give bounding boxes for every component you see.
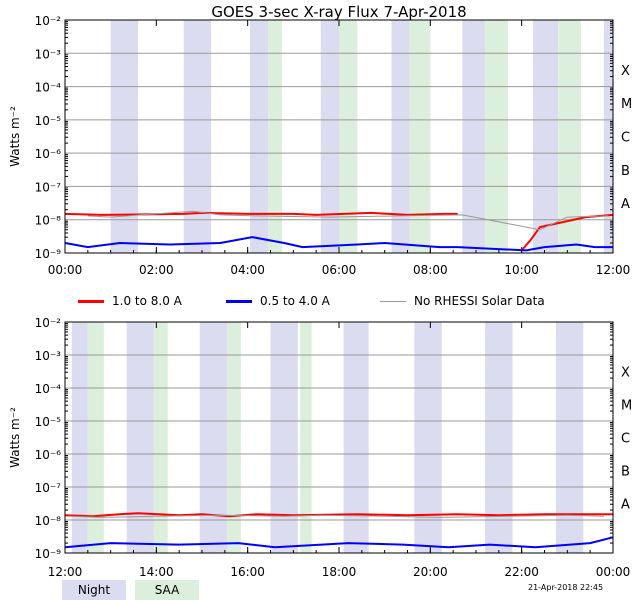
plot-frame [64, 321, 614, 554]
y-tick-label: 10⁻⁴ [35, 81, 62, 95]
flare-class-label: M [621, 399, 632, 414]
series-line-1 [64, 512, 613, 518]
x-tick-label: 18:00 [322, 565, 357, 579]
x-tick-label: 12:00 [596, 263, 631, 277]
series-line-2 [64, 536, 614, 549]
y-tick-label: 10⁻⁶ [35, 448, 62, 462]
night-key: Night [62, 580, 126, 600]
night-band [533, 20, 559, 253]
x-tick-label: 20:00 [413, 565, 448, 579]
legend-series2-label: 0.5 to 4.0 A [260, 294, 330, 308]
x-tick-label: 04:00 [230, 263, 265, 277]
y-tick-label: 10⁻² [35, 316, 62, 330]
y-tick-label: 10⁻⁵ [35, 114, 62, 128]
night-band [603, 20, 613, 253]
y-tick-label: 10⁻³ [35, 349, 62, 363]
legend-series2: 0.5 to 4.0 A [226, 294, 330, 308]
night-band [462, 20, 486, 253]
legend-swatch-red [78, 300, 104, 303]
night-band [183, 20, 212, 253]
legend-swatch-gray [380, 301, 406, 302]
x-tick-label: 12:00 [48, 565, 83, 579]
night-band [249, 20, 269, 253]
saa-band [485, 20, 508, 253]
flare-class-label: X [621, 366, 630, 381]
x-tick-label: 00:00 [48, 263, 83, 277]
y-tick-label: 10⁻⁸ [35, 214, 62, 228]
legend-swatch-blue [226, 300, 252, 303]
legend-series1: 1.0 to 8.0 A [78, 294, 182, 308]
x-tick-label: 00:00 [596, 565, 631, 579]
panel-top: 10⁻⁹ 10⁻⁸ 10⁻⁷ 10⁻⁶ 10⁻⁵ 10⁻⁴ 10⁻³ 10⁻² A B C M X 00:… [8, 3, 632, 277]
y-tick-label: 10⁻⁷ [35, 180, 62, 194]
timestamp: 21-Apr-2018 22:45 [528, 583, 604, 592]
night-band [110, 20, 139, 253]
y-tick-label: 10⁻⁵ [35, 415, 62, 429]
flare-class-label: A [621, 498, 630, 513]
saa-band [558, 20, 582, 253]
night-band [485, 322, 513, 553]
y-tick-label: 10⁻³ [35, 47, 62, 61]
flare-class-label: C [621, 131, 630, 146]
night-band [343, 322, 369, 553]
saa-band [154, 322, 168, 553]
flare-class-label: B [621, 164, 630, 179]
flare-class-label: X [621, 64, 630, 79]
flare-class-label: C [621, 432, 630, 447]
flare-class-label: M [621, 97, 632, 112]
night-band [199, 322, 228, 553]
saa-key: SAA [135, 580, 199, 600]
night-band [126, 322, 155, 553]
night-band [320, 20, 339, 253]
chart-title: GOES 3-sec X-ray Flux 7-Apr-2018 [211, 3, 466, 21]
y-tick-label: 10⁻⁴ [35, 382, 62, 396]
x-tick-label: 16:00 [230, 565, 265, 579]
saa-band [227, 322, 241, 553]
x-tick-label: 08:00 [413, 263, 448, 277]
night-band [270, 322, 298, 553]
x-tick-label: 22:00 [504, 565, 539, 579]
legend-series3: No RHESSI Solar Data [380, 294, 545, 308]
series-line-3 [87, 210, 609, 231]
saa-band [87, 322, 104, 553]
night-band [391, 20, 410, 253]
y-tick-label: 10⁻⁶ [35, 147, 62, 161]
x-tick-label: 02:00 [139, 263, 174, 277]
y-tick-label: 10⁻⁸ [35, 514, 62, 528]
panel-bottom: 10⁻⁹ 10⁻⁸ 10⁻⁷ 10⁻⁶ 10⁻⁵ 10⁻⁴ 10⁻³ 10⁻² A B C M X 12:… [8, 316, 632, 579]
y-tick-label: 10⁻⁹ [35, 547, 62, 561]
x-tick-label: 14:00 [139, 565, 174, 579]
flare-class-label: B [621, 465, 630, 480]
night-band [414, 322, 442, 553]
saa-band [339, 20, 358, 253]
saa-band [409, 20, 431, 253]
night-band [555, 322, 584, 553]
y-tick-label: 10⁻⁷ [35, 481, 62, 495]
plot-frame [64, 19, 614, 254]
x-tick-label: 06:00 [322, 263, 357, 277]
saa-band [268, 20, 282, 253]
saa-band [300, 322, 312, 553]
series-line-2 [64, 236, 613, 252]
legend-series1-label: 1.0 to 8.0 A [112, 294, 182, 308]
y-tick-label: 10⁻² [35, 14, 62, 28]
y-axis-label: Watts m⁻² [8, 106, 22, 167]
legend-series3-label: No RHESSI Solar Data [414, 294, 545, 308]
flare-class-label: A [621, 197, 630, 212]
night-band [71, 322, 88, 553]
y-axis-label: Watts m⁻² [8, 407, 22, 468]
y-tick-label: 10⁻⁹ [35, 247, 62, 261]
series-line-3 [69, 514, 604, 518]
x-tick-label: 10:00 [504, 263, 539, 277]
